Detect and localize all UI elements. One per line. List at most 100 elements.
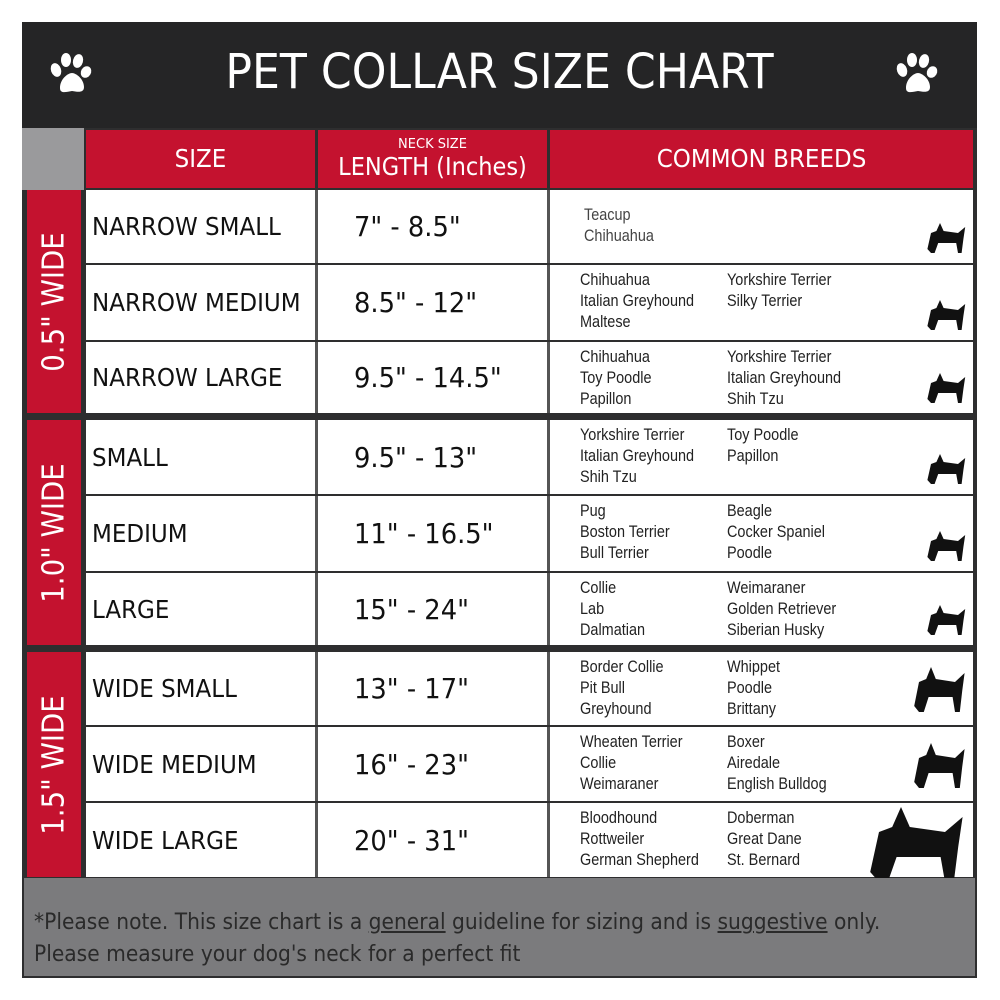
length-cell: 13" - 17"	[354, 672, 469, 705]
size-cell: WIDE MEDIUM	[92, 749, 257, 779]
size-cell: MEDIUM	[92, 519, 188, 548]
breeds-right: Doberman Great Dane St. Bernard	[727, 807, 802, 870]
shepherd-silhouette-icon	[927, 605, 966, 635]
breed-name: St. Bernard	[727, 850, 801, 869]
table-row: LARGE 15" - 24" Collie Lab Dalmatian Weimara…	[86, 573, 973, 645]
column-divider	[547, 265, 550, 340]
dachshund-silhouette-icon	[927, 531, 966, 561]
breeds-right: Beagle Cocker Spaniel Poodle	[727, 500, 825, 563]
column-divider	[315, 803, 318, 877]
breeds-left: Collie Lab Dalmatian	[580, 577, 645, 640]
width-band: 0.5" WIDE	[27, 190, 81, 413]
size-cell: SMALL	[92, 442, 168, 472]
breeds-right: Boxer Airedale English Bulldog	[727, 731, 827, 794]
breeds-right: Whippet Poodle Brittany	[727, 656, 780, 719]
bulldog-silhouette-icon	[914, 667, 965, 712]
length-cell: 11" - 16.5"	[354, 517, 494, 550]
column-divider	[547, 496, 550, 571]
paw-print-icon	[50, 53, 92, 93]
breed-name: Bull Terrier	[580, 543, 649, 562]
footer-note: *Please note. This size chart is a gener…	[24, 878, 975, 976]
size-cell: NARROW LARGE	[92, 363, 283, 392]
breeds-left: Teacup Chihuahua	[584, 204, 654, 246]
breed-name: Yorkshire Terrier	[727, 347, 832, 366]
breed-name: Chihuahua	[580, 270, 650, 289]
column-divider	[315, 496, 318, 571]
breed-name: Italian Greyhound	[727, 368, 842, 387]
breed-name: Shih Tzu	[727, 389, 784, 408]
size-chart: PET COLLAR SIZE CHART SIZE NECK SIZE LEN…	[22, 22, 977, 978]
breed-name: Cocker Spaniel	[727, 522, 825, 541]
breed-name: Poodle	[727, 678, 772, 697]
breed-name: Italian Greyhound	[580, 291, 695, 310]
breed-name: Doberman	[727, 808, 795, 827]
header-length: NECK SIZE LENGTH (Inches)	[318, 130, 547, 188]
size-cell: LARGE	[92, 594, 170, 624]
breeds-left: Bloodhound Rottweiler German Shepherd	[580, 807, 699, 870]
breed-name: Collie	[580, 578, 617, 597]
length-cell: 15" - 24"	[354, 592, 469, 626]
size-cell: WIDE SMALL	[92, 674, 237, 703]
breeds-left: Pug Boston Terrier Bull Terrier	[580, 500, 670, 563]
breed-name: Maltese	[580, 312, 631, 331]
column-divider	[315, 342, 318, 413]
breeds-left: Chihuahua Italian Greyhound Maltese	[580, 269, 694, 332]
header-corner	[22, 128, 84, 190]
table-row: WIDE MEDIUM 16" - 23" Wheaten Terrier Coll…	[86, 727, 973, 801]
column-divider	[547, 727, 550, 801]
table-row: WIDE LARGE 20" - 31" Bloodhound Rottweiler…	[86, 803, 973, 882]
breed-name: Pit Bull	[580, 678, 625, 697]
breeds-right: Yorkshire Terrier Italian Greyhound Shih T…	[727, 346, 841, 409]
table-row: NARROW MEDIUM 8.5" - 12" Chihuahua Italian…	[86, 265, 973, 340]
breed-name: Siberian Husky	[727, 620, 825, 639]
breed-name: Toy Poodle	[580, 368, 652, 387]
breed-name: Silky Terrier	[727, 291, 803, 310]
length-cell: 16" - 23"	[354, 747, 469, 781]
length-cell: 8.5" - 12"	[354, 286, 478, 319]
breed-name: English Bulldog	[727, 774, 827, 793]
breed-name: Lab	[580, 599, 605, 618]
breed-name: Airedale	[727, 753, 781, 772]
pitbull-silhouette-icon	[914, 743, 965, 788]
table-row: NARROW SMALL 7" - 8.5" Teacup Chihuahua	[86, 190, 973, 263]
breed-name: Teacup	[584, 205, 631, 224]
doberman-silhouette-icon	[870, 807, 963, 882]
table-row: MEDIUM 11" - 16.5" Pug Boston Terrier Bull …	[86, 496, 973, 571]
footer-text: guideline for sizing and is	[445, 910, 718, 935]
column-divider	[547, 803, 550, 877]
column-divider	[547, 652, 550, 725]
breeds-right: Weimaraner Golden Retriever Siberian Husky	[727, 577, 836, 640]
breeds-right: Yorkshire Terrier Silky Terrier	[727, 269, 831, 311]
footer-text: only.	[827, 910, 881, 935]
footer-emphasis-general: general	[368, 910, 446, 935]
breed-name: Yorkshire Terrier	[580, 425, 685, 444]
breed-name: Shih Tzu	[580, 467, 637, 486]
breed-name: Dalmatian	[580, 620, 646, 639]
title-bar: PET COLLAR SIZE CHART	[22, 22, 977, 128]
length-cell: 9.5" - 14.5"	[354, 361, 502, 394]
breed-name: Papillon	[580, 389, 632, 408]
breed-name: Yorkshire Terrier	[727, 270, 832, 289]
breed-name: Beagle	[727, 501, 772, 520]
breeds-left: Yorkshire Terrier Italian Greyhound Shih T…	[580, 424, 694, 487]
breed-name: Greyhound	[580, 699, 652, 718]
column-divider	[547, 190, 550, 263]
breed-name: Bloodhound	[580, 808, 658, 827]
column-divider	[547, 420, 550, 494]
header-breeds-label: COMMON BREEDS	[656, 144, 867, 173]
footer-text: *Please note. This size chart is a	[34, 910, 369, 935]
breed-name: Poodle	[727, 543, 772, 562]
width-band-label: 1.5" WIDE	[36, 694, 72, 835]
column-divider	[315, 573, 318, 645]
column-divider	[547, 573, 550, 645]
breed-name: Great Dane	[727, 829, 802, 848]
length-cell: 7" - 8.5"	[354, 210, 461, 243]
pomeranian-silhouette-icon	[927, 454, 966, 484]
paw-print-icon	[896, 53, 938, 93]
breed-name: Weimaraner	[580, 774, 659, 793]
chihuahua-silhouette-icon	[927, 300, 966, 330]
breed-name: Italian Greyhound	[580, 446, 695, 465]
breed-name: Brittany	[727, 699, 776, 718]
breed-name: Boston Terrier	[580, 522, 670, 541]
header-size-label: SIZE	[174, 144, 227, 173]
